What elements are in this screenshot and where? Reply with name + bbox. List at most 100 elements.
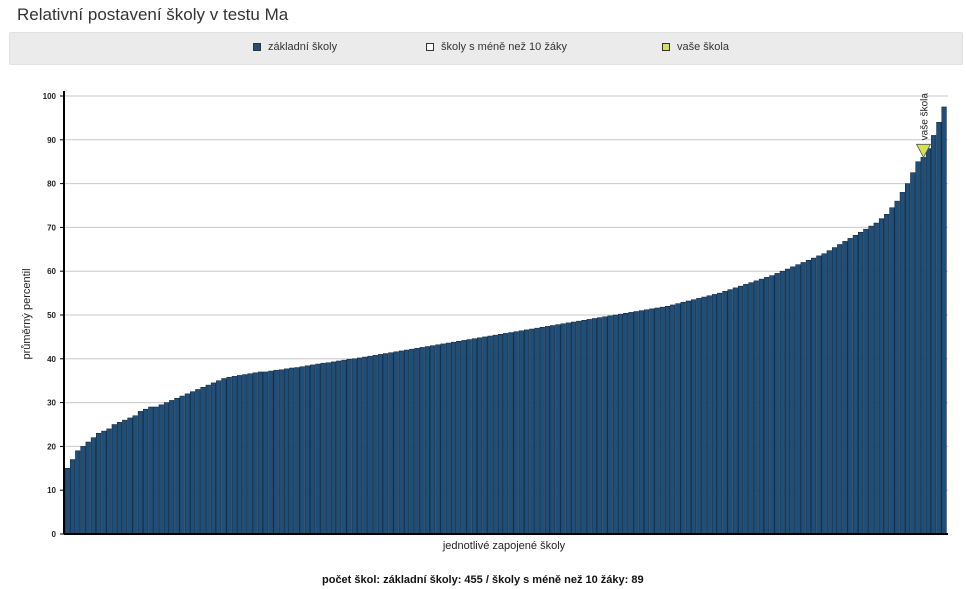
bar (889, 207, 895, 535)
bar (748, 282, 754, 535)
bar (252, 372, 258, 535)
bar (440, 343, 446, 535)
bar (586, 319, 592, 535)
bar (153, 406, 159, 535)
bar (790, 266, 796, 535)
your-school-label: vaše škola (920, 93, 931, 141)
bar (623, 312, 629, 535)
bar (294, 367, 300, 535)
bar (534, 327, 540, 535)
y-tick-label: 60 (47, 267, 56, 276)
bar (216, 380, 222, 535)
bar (795, 264, 801, 535)
bar (597, 317, 603, 535)
bar (847, 238, 853, 535)
bar (409, 348, 415, 535)
bar (111, 424, 117, 535)
bar (878, 218, 885, 535)
bar (132, 415, 138, 535)
bar (393, 351, 399, 535)
bar (304, 365, 310, 535)
bar (278, 369, 284, 535)
bar (816, 255, 822, 535)
bar (607, 315, 613, 535)
bar (727, 289, 733, 535)
bar (868, 225, 874, 535)
bar (518, 330, 524, 535)
y-tick-label: 10 (47, 486, 56, 495)
bar (127, 417, 133, 535)
legend-item-zakladni-skoly[interactable]: základní školy (253, 41, 337, 53)
bar (90, 437, 96, 535)
school-count-footer: počet škol: základní školy: 455 / školy … (322, 574, 644, 586)
bar (529, 328, 535, 535)
legend-item-male-skoly[interactable]: školy s méně než 10 žáky (426, 41, 567, 53)
x-axis-label: jednotlivé zapojené školy (442, 540, 566, 552)
bar (508, 332, 514, 535)
bar (722, 291, 728, 535)
bar (633, 311, 639, 535)
bar (466, 339, 472, 535)
bar (169, 400, 175, 535)
bar (899, 192, 905, 535)
bar (85, 441, 91, 535)
bar (550, 325, 556, 535)
bar (330, 361, 337, 535)
bar (863, 228, 869, 535)
bar (482, 336, 488, 535)
bar (179, 395, 185, 535)
bar (184, 393, 190, 535)
bar (419, 347, 425, 535)
bar (310, 364, 316, 535)
bar (758, 278, 764, 535)
bar (471, 338, 477, 535)
bar (670, 304, 676, 535)
bar (513, 331, 519, 535)
your-school-triangle[interactable] (915, 143, 932, 159)
bar (800, 262, 806, 535)
axes: 0 10 20 30 40 50 60 70 80 90 100 (43, 91, 948, 539)
chart-title: Relativní postavení školy v testu Ma (17, 5, 289, 24)
legend-item-vase-skola[interactable]: vaše škola (662, 41, 729, 53)
bar (195, 389, 201, 535)
bar (769, 275, 775, 535)
bar (539, 327, 545, 535)
bar (743, 284, 749, 535)
bar (805, 260, 811, 535)
bar (163, 402, 170, 535)
bar (96, 433, 102, 535)
bar (315, 363, 321, 535)
bar (435, 344, 441, 535)
bar (487, 335, 493, 535)
bar (116, 422, 123, 535)
bar (821, 253, 827, 535)
bar (445, 342, 451, 535)
bar (602, 316, 608, 535)
y-tick-label: 90 (47, 136, 56, 145)
bar (628, 312, 634, 535)
bar (831, 247, 838, 535)
y-tick-label: 0 (52, 530, 57, 539)
bar (931, 135, 937, 535)
bar (617, 313, 624, 535)
bar (357, 357, 363, 535)
bar (717, 292, 723, 535)
y-tick-label: 40 (47, 355, 56, 364)
bar (858, 231, 864, 535)
y-tick-label: 80 (47, 180, 56, 189)
bar (920, 157, 926, 535)
legend-swatch-yellow (662, 43, 670, 51)
bar (701, 296, 707, 535)
bar (336, 360, 342, 535)
bar (941, 106, 947, 535)
bar (351, 358, 357, 535)
legend-swatch-blue (253, 43, 261, 51)
bar (231, 376, 237, 535)
bar (764, 277, 770, 535)
bar (205, 384, 211, 535)
bar (257, 371, 263, 535)
bar (367, 355, 373, 535)
bar (591, 318, 597, 535)
bar (273, 369, 279, 535)
bar (555, 324, 561, 535)
